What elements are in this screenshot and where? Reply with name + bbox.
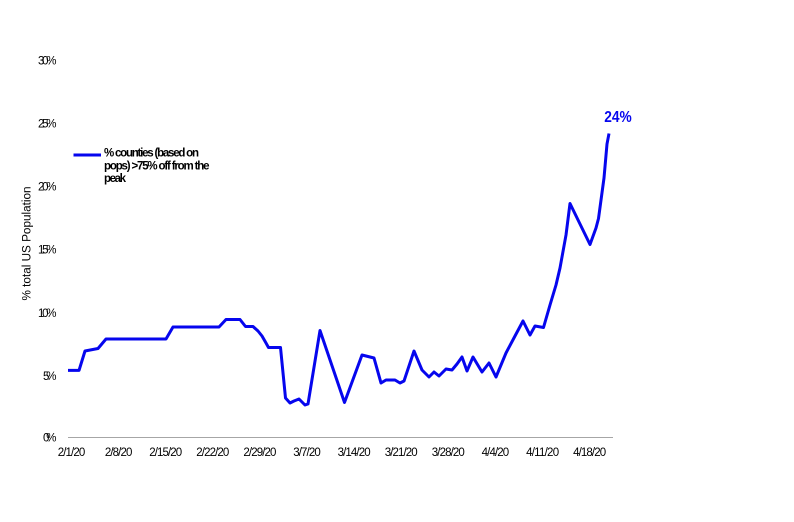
svg-text:24%: 24%	[604, 109, 632, 126]
svg-text:2/22/20: 2/22/20	[196, 447, 229, 459]
svg-text:15%: 15%	[38, 245, 57, 257]
svg-text:4/4/20: 4/4/20	[482, 447, 510, 459]
svg-text:4/18/20: 4/18/20	[573, 447, 606, 459]
svg-text:3/28/20: 3/28/20	[432, 447, 465, 459]
svg-text:peak: peak	[104, 173, 127, 185]
svg-text:3/7/20: 3/7/20	[293, 447, 321, 459]
svg-text:2/15/20: 2/15/20	[149, 447, 182, 459]
svg-text:pops) >75% off from the: pops) >75% off from the	[104, 160, 210, 172]
svg-text:% total US Population: % total US Population	[22, 187, 34, 301]
svg-text:3/21/20: 3/21/20	[385, 447, 418, 459]
svg-text:% counties (based on: % counties (based on	[104, 148, 199, 160]
svg-text:4/11/20: 4/11/20	[526, 447, 559, 459]
svg-text:30%: 30%	[38, 55, 57, 67]
svg-text:0%: 0%	[43, 432, 57, 444]
svg-text:2/1/20: 2/1/20	[58, 447, 86, 459]
svg-text:20%: 20%	[38, 182, 57, 194]
svg-text:3/14/20: 3/14/20	[338, 447, 371, 459]
svg-text:2/29/20: 2/29/20	[243, 447, 276, 459]
svg-text:5%: 5%	[43, 371, 57, 383]
svg-text:10%: 10%	[38, 308, 57, 320]
svg-text:25%: 25%	[38, 118, 57, 130]
svg-text:2/8/20: 2/8/20	[105, 447, 133, 459]
